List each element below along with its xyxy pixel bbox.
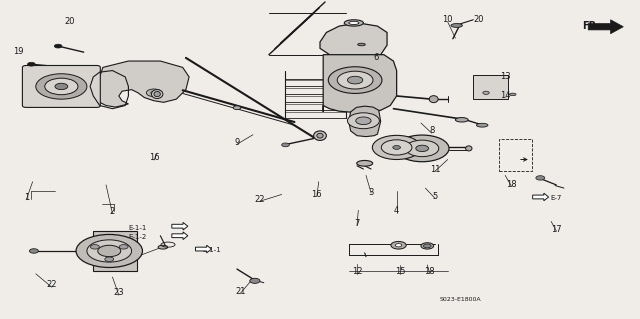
Circle shape [90, 245, 99, 249]
Circle shape [416, 145, 429, 152]
Text: B-1-1: B-1-1 [202, 247, 221, 253]
Text: S023-E1800A: S023-E1800A [440, 297, 481, 302]
Text: 3: 3 [369, 188, 374, 197]
Polygon shape [95, 61, 189, 107]
Polygon shape [320, 23, 387, 61]
Circle shape [356, 117, 371, 124]
Circle shape [233, 106, 241, 110]
Ellipse shape [456, 118, 468, 122]
Polygon shape [588, 20, 623, 34]
Circle shape [45, 78, 78, 95]
Circle shape [536, 176, 545, 180]
Ellipse shape [152, 90, 163, 99]
Text: 4: 4 [394, 206, 399, 215]
Text: 20: 20 [65, 17, 75, 26]
Text: 1: 1 [24, 193, 29, 202]
Text: 23: 23 [113, 288, 124, 297]
Text: FR.: FR. [582, 21, 600, 31]
Text: 6: 6 [374, 53, 379, 62]
Ellipse shape [349, 21, 359, 25]
Text: 24: 24 [126, 252, 137, 261]
Circle shape [29, 249, 38, 253]
Text: 8: 8 [429, 126, 435, 135]
Ellipse shape [466, 146, 472, 151]
Text: 7: 7 [355, 219, 360, 227]
Text: 14: 14 [500, 92, 511, 100]
Text: 9: 9 [234, 137, 239, 146]
Circle shape [119, 245, 128, 249]
Polygon shape [195, 245, 211, 253]
Ellipse shape [356, 160, 372, 166]
Ellipse shape [483, 91, 489, 94]
Circle shape [282, 143, 289, 147]
Text: 10: 10 [442, 15, 453, 24]
Text: 12: 12 [352, 267, 362, 276]
Circle shape [337, 71, 373, 89]
Text: 22: 22 [47, 280, 57, 289]
Circle shape [348, 76, 363, 84]
Text: 5: 5 [433, 191, 438, 201]
Text: 19: 19 [13, 47, 24, 56]
Circle shape [98, 245, 121, 257]
Circle shape [147, 89, 162, 97]
Circle shape [76, 234, 143, 268]
Circle shape [424, 244, 431, 248]
Circle shape [406, 140, 439, 157]
Circle shape [372, 135, 421, 160]
Ellipse shape [476, 123, 488, 127]
Polygon shape [349, 106, 381, 137]
Text: 13: 13 [500, 72, 511, 81]
Polygon shape [172, 232, 188, 240]
Circle shape [250, 278, 260, 283]
Text: E-7: E-7 [550, 195, 562, 201]
Circle shape [381, 140, 412, 155]
Polygon shape [323, 55, 397, 113]
Text: E-1-1: E-1-1 [129, 225, 147, 231]
FancyBboxPatch shape [22, 65, 100, 108]
Ellipse shape [509, 93, 516, 96]
Ellipse shape [358, 43, 365, 46]
Ellipse shape [158, 245, 168, 249]
Circle shape [54, 44, 62, 48]
Bar [473, 75, 508, 99]
Text: 21: 21 [235, 287, 245, 296]
Text: 22: 22 [254, 195, 264, 204]
Ellipse shape [421, 243, 434, 249]
Text: 18: 18 [424, 267, 435, 276]
Bar [93, 231, 137, 271]
Polygon shape [532, 193, 548, 201]
Text: 20: 20 [473, 15, 484, 24]
Text: E-1-2: E-1-2 [129, 234, 147, 240]
Text: 2: 2 [110, 207, 115, 216]
Ellipse shape [451, 24, 463, 27]
Text: 17: 17 [551, 225, 561, 234]
Ellipse shape [429, 96, 438, 103]
Circle shape [151, 91, 157, 94]
Text: 16: 16 [312, 190, 322, 199]
Ellipse shape [317, 133, 323, 138]
Circle shape [36, 74, 87, 99]
Text: 18: 18 [506, 181, 517, 189]
Circle shape [55, 83, 68, 90]
Circle shape [396, 135, 449, 162]
Circle shape [396, 244, 402, 247]
Ellipse shape [344, 20, 364, 26]
Ellipse shape [314, 131, 326, 140]
Circle shape [348, 113, 380, 129]
Text: 15: 15 [396, 267, 406, 276]
Circle shape [28, 62, 35, 66]
Text: 16: 16 [148, 153, 159, 162]
Circle shape [328, 67, 382, 93]
Circle shape [393, 145, 401, 149]
Circle shape [391, 241, 406, 249]
Text: 11: 11 [429, 165, 440, 174]
Bar [499, 139, 532, 171]
Polygon shape [172, 222, 188, 230]
Circle shape [105, 257, 114, 262]
Circle shape [87, 240, 132, 262]
Ellipse shape [154, 92, 161, 97]
